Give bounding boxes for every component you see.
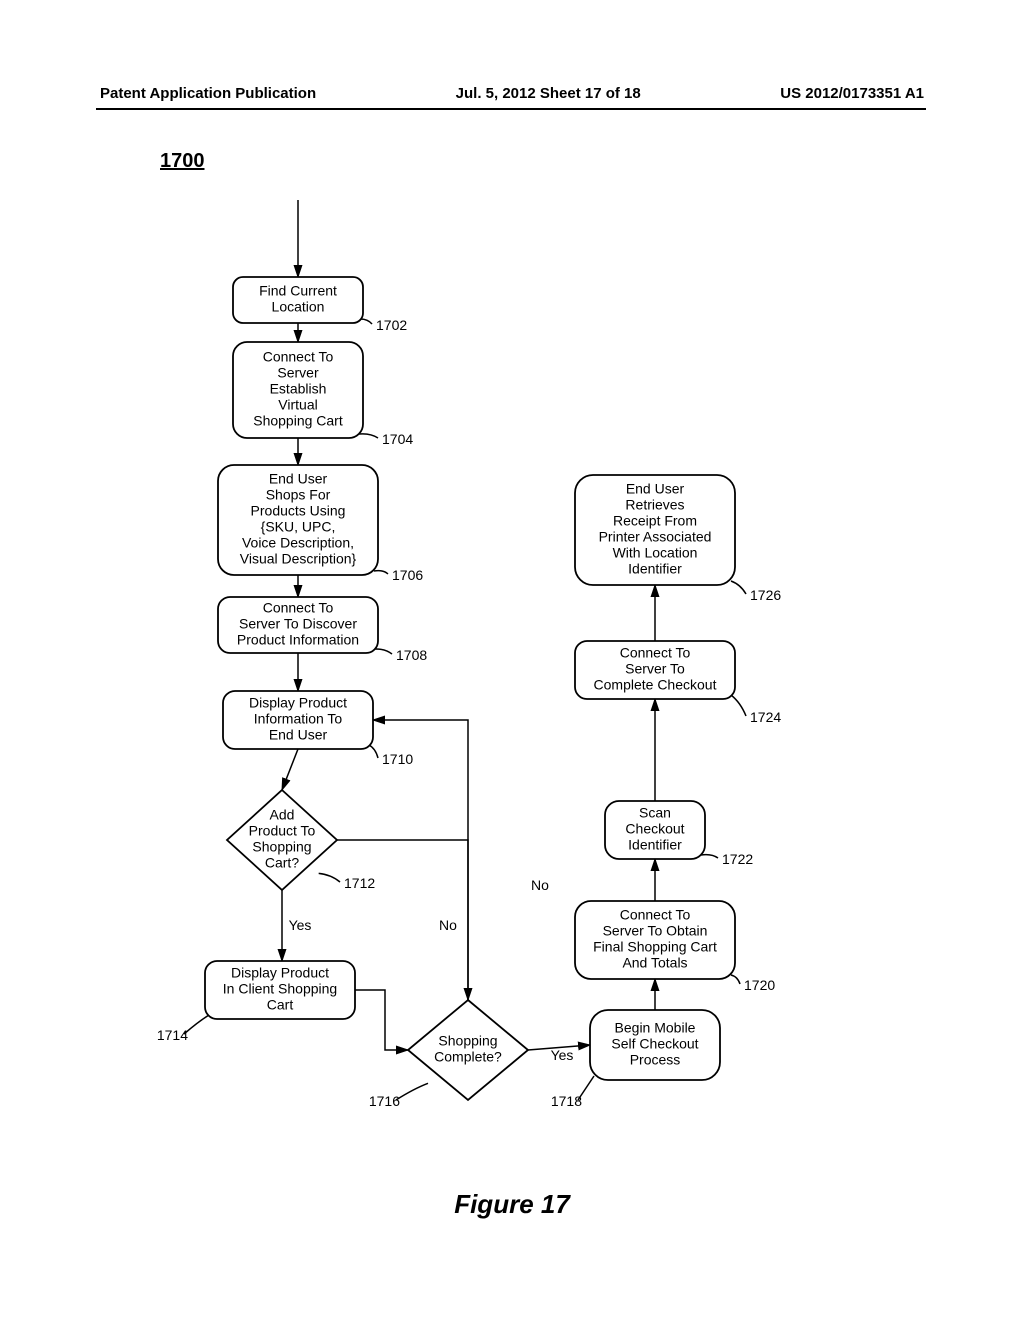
step-1706-line0: End User — [269, 471, 328, 487]
step-1712-line2: Shopping — [252, 839, 311, 855]
step-1716-line1: Complete? — [434, 1049, 502, 1065]
step-1720-line3: And Totals — [622, 955, 687, 971]
step-1726-line5: Identifier — [628, 561, 682, 577]
step-1702-line0: Find Current — [259, 283, 337, 299]
step-1722-line0: Scan — [639, 805, 671, 821]
edge — [355, 990, 408, 1050]
step-1724-line1: Server To — [625, 661, 685, 677]
edge-label-no1712: No — [439, 917, 457, 933]
step-1720-line1: Server To Obtain — [603, 923, 708, 939]
leader-1716 — [396, 1083, 428, 1100]
step-1704-line0: Connect To — [263, 349, 334, 365]
step-1704-line2: Establish — [270, 381, 327, 397]
step-1712-line0: Add — [270, 807, 295, 823]
step-1706-line4: Voice Description, — [242, 535, 354, 551]
step-1724-line0: Connect To — [620, 645, 691, 661]
step-1704-line4: Shopping Cart — [253, 413, 343, 429]
leader-1720 — [731, 975, 740, 984]
step-1726-line4: With Location — [613, 545, 698, 561]
step-1712-line1: Product To — [249, 823, 316, 839]
step-1720-line2: Final Shopping Cart — [593, 939, 717, 955]
ref-label-1720: 1720 — [744, 977, 775, 993]
step-1710-line0: Display Product — [249, 695, 347, 711]
ref-label-1714: 1714 — [157, 1027, 188, 1043]
step-1726-line2: Receipt From — [613, 513, 697, 529]
step-1708-line0: Connect To — [263, 600, 334, 616]
step-1706-line2: Products Using — [251, 503, 346, 519]
step-1710-line1: Information To — [254, 711, 343, 727]
step-1708-line2: Product Information — [237, 632, 359, 648]
step-1720-line0: Connect To — [620, 907, 691, 923]
step-1722-line2: Identifier — [628, 837, 682, 853]
ref-label-1710: 1710 — [382, 751, 413, 767]
step-1706-line5: Visual Description} — [240, 551, 357, 567]
leader-1722 — [701, 855, 718, 858]
leader-1724 — [731, 695, 746, 716]
edge-label-yes1712: Yes — [289, 917, 312, 933]
step-1708-line1: Server To Discover — [239, 616, 357, 632]
ref-label-1724: 1724 — [750, 709, 781, 725]
ref-label-1708: 1708 — [396, 647, 427, 663]
step-1726-line0: End User — [626, 481, 685, 497]
figure-caption: Figure 17 — [0, 1189, 1024, 1220]
leader-1706 — [374, 571, 388, 574]
ref-label-1704: 1704 — [382, 431, 413, 447]
leader-1726 — [731, 581, 746, 594]
step-1716-line0: Shopping — [438, 1033, 497, 1049]
edge-label-yes1716: Yes — [551, 1047, 574, 1063]
step-1726-line3: Printer Associated — [599, 529, 712, 545]
ref-label-1712: 1712 — [344, 875, 375, 891]
step-1714-line1: In Client Shopping — [223, 981, 337, 997]
step-1714-line0: Display Product — [231, 965, 329, 981]
leader-1704 — [359, 434, 378, 438]
ref-label-1716: 1716 — [369, 1093, 400, 1109]
leader-1712 — [319, 873, 340, 882]
leader-1710 — [369, 745, 378, 758]
ref-label-1706: 1706 — [392, 567, 423, 583]
step-1704-line1: Server — [277, 365, 319, 381]
step-1704-line3: Virtual — [278, 397, 317, 413]
flowchart-canvas: Find CurrentLocationConnect ToServerEsta… — [0, 0, 1024, 1320]
edge — [282, 749, 298, 790]
step-1714-line2: Cart — [267, 997, 294, 1013]
ref-label-1718: 1718 — [551, 1093, 582, 1109]
step-1722-line1: Checkout — [625, 821, 684, 837]
ref-label-1726: 1726 — [750, 587, 781, 603]
leader-1708 — [374, 649, 392, 654]
ref-label-1702: 1702 — [376, 317, 407, 333]
step-1718-line0: Begin Mobile — [615, 1020, 696, 1036]
step-1726-line1: Retrieves — [625, 497, 684, 513]
ref-label-1722: 1722 — [722, 851, 753, 867]
step-1702-line1: Location — [272, 299, 325, 315]
step-1710-line2: End User — [269, 727, 328, 743]
step-1724-line2: Complete Checkout — [594, 677, 717, 693]
step-1706-line1: Shops For — [266, 487, 331, 503]
edge-label-no1716: No — [531, 877, 549, 893]
step-1712-line3: Cart? — [265, 855, 299, 871]
step-1718-line1: Self Checkout — [611, 1036, 698, 1052]
step-1718-line2: Process — [630, 1052, 681, 1068]
step-1706-line3: {SKU, UPC, — [261, 519, 336, 535]
